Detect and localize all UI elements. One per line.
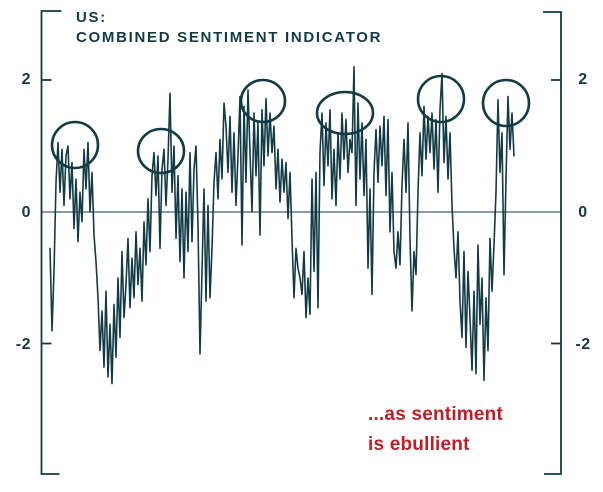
y-axis-label-left-2: 2 (21, 71, 31, 88)
peak-circle-annotation-3 (239, 78, 287, 124)
chart-title-line1: US: (76, 9, 107, 26)
peak-circle-annotation-4 (315, 90, 375, 136)
sentiment-annotation: ...as sentiment is ebullient (368, 400, 503, 460)
peak-circle-annotation-1 (50, 120, 100, 170)
sentiment-annotation-line1: ...as sentiment (368, 404, 503, 425)
y-axis-label-left-0: 0 (21, 204, 31, 221)
y-axis-left (40, 10, 62, 475)
sentiment-annotation-line2: is ebullient (368, 434, 470, 455)
chart-title: US: COMBINED SENTIMENT INDICATOR (76, 8, 382, 47)
y-axis-label-left-m2: -2 (15, 336, 31, 353)
y-axis-label-right-0: 0 (578, 204, 588, 221)
peak-circle-annotation-5 (416, 74, 466, 124)
peak-circle-annotation-6 (481, 78, 531, 128)
y-axis-label-right-2: 2 (578, 71, 588, 88)
sentiment-series-line (49, 66, 515, 385)
chart-title-line2: COMBINED SENTIMENT INDICATOR (76, 28, 383, 46)
y-axis-right (543, 11, 562, 475)
peak-circle-annotation-2 (136, 127, 186, 175)
y-axis-label-right-m2: -2 (575, 336, 591, 353)
